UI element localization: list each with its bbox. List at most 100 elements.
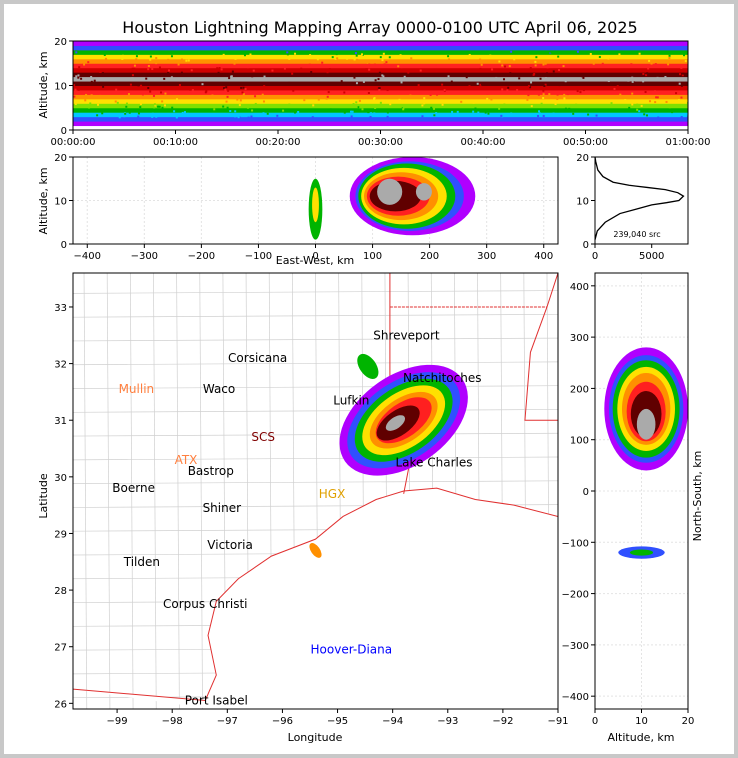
time-height-point (518, 95, 521, 98)
east-west-ytick-label: 20 (54, 153, 67, 164)
east-west-cells (308, 157, 476, 240)
north-south-cell (636, 408, 656, 440)
time-height-point (554, 103, 557, 106)
time-height-point (159, 96, 162, 99)
east-west-ytick-label: 10 (54, 197, 67, 208)
time-height-point (251, 75, 254, 78)
time-height-band (73, 103, 688, 109)
county-boundary (83, 273, 88, 709)
time-height-point (668, 57, 671, 60)
time-height-point (303, 82, 306, 85)
time-height-point (335, 53, 338, 56)
time-height-point (400, 81, 403, 84)
time-height-point (139, 106, 142, 109)
time-height-point (607, 80, 610, 83)
time-height-point (681, 74, 684, 77)
time-height-point (557, 55, 560, 58)
plan-view-xtick-label: −95 (327, 716, 348, 727)
east-west-panel: −400 −300 −200 −100 0 100 200 300 400 0 10 20 (54, 153, 559, 262)
county-boundary (73, 480, 558, 484)
north-south-ytick-label: 0 (583, 487, 589, 498)
time-height-point (153, 106, 156, 109)
time-height-point (380, 78, 383, 81)
plan-view-xtick-label: −97 (217, 716, 238, 727)
time-height-point (394, 79, 397, 82)
time-height-point (630, 63, 633, 66)
time-height-point (630, 81, 633, 84)
time-height-point (567, 93, 570, 96)
time-height-point (161, 100, 164, 103)
time-height-point (143, 87, 146, 90)
time-height-point (498, 60, 501, 63)
city-label: ATX (175, 453, 198, 467)
time-height-point (129, 86, 132, 89)
time-height-point (352, 103, 355, 106)
time-height-point (587, 113, 590, 116)
gulf-of-mexico-water (73, 488, 558, 709)
city-label: Hoover-Diana (311, 643, 393, 657)
altitude-histogram-panel: 0 5000 0 10 20 (576, 153, 689, 262)
time-height-point (495, 74, 498, 77)
time-height-point (199, 69, 202, 72)
time-height-xtick-label: 00:10:00 (153, 137, 198, 148)
city-label: Victoria (207, 538, 253, 552)
time-height-point (619, 93, 622, 96)
time-height-point (468, 85, 471, 88)
time-height-point (310, 71, 313, 74)
time-height-point (99, 70, 102, 73)
time-height-point (181, 111, 184, 114)
time-height-band (73, 45, 688, 51)
time-height-point (108, 57, 111, 60)
time-height-point (607, 57, 610, 60)
time-height-point (163, 104, 166, 107)
time-height-point (672, 104, 675, 107)
time-height-point (520, 109, 523, 112)
time-height-point (388, 56, 391, 59)
time-height-point (399, 54, 402, 57)
city-label: Corpus Christi (163, 597, 248, 611)
time-height-point (530, 105, 533, 108)
time-height-point (430, 106, 433, 109)
time-height-point (668, 54, 671, 57)
time-height-point (410, 57, 413, 60)
time-height-point (498, 107, 501, 110)
time-height-point (146, 95, 149, 98)
time-height-point (211, 94, 214, 97)
time-height-point (534, 64, 537, 67)
time-height-point (276, 114, 279, 117)
time-height-point (429, 73, 432, 76)
north-south-ytick-label: −400 (562, 692, 589, 703)
time-height-point (177, 63, 180, 66)
time-height-point (254, 102, 257, 105)
time-height-point (361, 53, 364, 56)
time-height-point (171, 106, 174, 109)
time-height-point (534, 60, 537, 63)
time-height-point (394, 77, 397, 80)
county-boundary (153, 273, 157, 709)
time-height-point (226, 106, 229, 109)
time-height-point (189, 73, 192, 76)
time-height-point (125, 102, 128, 105)
time-height-point (101, 112, 104, 115)
histogram-xtick-label: 0 (592, 251, 598, 262)
time-height-point (328, 68, 331, 71)
north-south-ytick-label: −100 (562, 538, 589, 549)
time-height-point (679, 86, 682, 89)
time-height-point (667, 63, 670, 66)
time-height-point (294, 52, 297, 55)
time-height-point (551, 113, 554, 116)
time-height-xtick-label: 01:00:00 (666, 137, 711, 148)
county-boundary (73, 432, 558, 437)
time-height-point (419, 69, 422, 72)
time-height-point (581, 75, 584, 78)
time-height-point (386, 89, 389, 92)
time-height-point (679, 73, 682, 76)
time-height-point (500, 114, 503, 117)
time-height-point (75, 101, 78, 104)
time-height-point (548, 64, 551, 67)
time-height-point (660, 94, 663, 97)
time-height-point (656, 76, 659, 79)
east-west-xtick-label: 200 (420, 251, 439, 262)
time-height-point (131, 52, 134, 55)
time-height-point (417, 84, 420, 87)
